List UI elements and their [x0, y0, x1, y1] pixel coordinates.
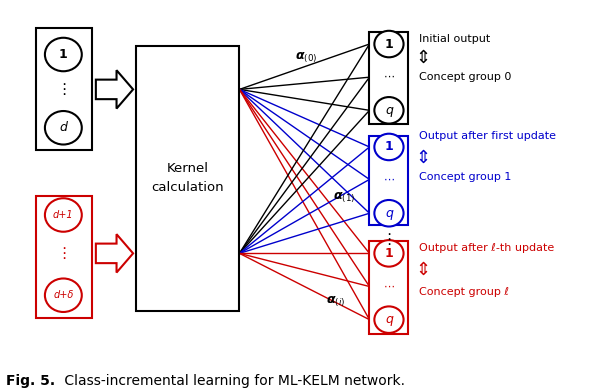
- Text: ⋮: ⋮: [55, 82, 71, 97]
- Text: ⇕: ⇕: [415, 261, 430, 279]
- Text: 1: 1: [385, 247, 393, 260]
- Ellipse shape: [374, 134, 403, 160]
- Text: q: q: [385, 104, 393, 117]
- FancyBboxPatch shape: [370, 32, 408, 124]
- Text: Concept group ℓ: Concept group ℓ: [418, 287, 508, 297]
- Text: 1: 1: [385, 140, 393, 153]
- Ellipse shape: [374, 307, 403, 333]
- Text: ⋯: ⋯: [384, 72, 394, 82]
- Text: $\boldsymbol{\alpha}_{(i)}$: $\boldsymbol{\alpha}_{(i)}$: [326, 295, 346, 309]
- Text: ⋮: ⋮: [381, 232, 397, 247]
- Ellipse shape: [374, 200, 403, 227]
- Text: ⇕: ⇕: [415, 149, 430, 167]
- Text: ⇕: ⇕: [415, 49, 430, 67]
- Ellipse shape: [45, 38, 82, 71]
- Text: q: q: [385, 313, 393, 326]
- Text: Concept group 1: Concept group 1: [418, 172, 511, 181]
- Text: ⋮: ⋮: [55, 246, 71, 261]
- Ellipse shape: [45, 111, 82, 145]
- Text: Initial output: Initial output: [418, 34, 490, 44]
- FancyBboxPatch shape: [370, 136, 408, 225]
- Ellipse shape: [374, 240, 403, 267]
- Polygon shape: [96, 70, 133, 109]
- Ellipse shape: [45, 278, 82, 312]
- Text: ⋯: ⋯: [384, 174, 394, 184]
- Text: $\boldsymbol{\alpha}_{(1)}$: $\boldsymbol{\alpha}_{(1)}$: [333, 191, 356, 205]
- Text: $\boldsymbol{\alpha}_{(0)}$: $\boldsymbol{\alpha}_{(0)}$: [295, 51, 317, 65]
- Text: d+δ: d+δ: [53, 290, 74, 300]
- Text: Fig. 5.: Fig. 5.: [6, 374, 55, 388]
- FancyBboxPatch shape: [136, 46, 239, 311]
- FancyBboxPatch shape: [36, 28, 92, 151]
- Ellipse shape: [374, 97, 403, 123]
- Polygon shape: [96, 234, 133, 272]
- FancyBboxPatch shape: [370, 241, 408, 334]
- Text: Output after ℓ-th update: Output after ℓ-th update: [418, 243, 554, 253]
- Text: d: d: [60, 121, 68, 134]
- Ellipse shape: [45, 198, 82, 232]
- Text: Kernel
calculation: Kernel calculation: [151, 162, 224, 194]
- Text: Concept group 0: Concept group 0: [418, 72, 511, 82]
- Text: q: q: [385, 207, 393, 220]
- FancyBboxPatch shape: [36, 196, 92, 318]
- Text: d+1: d+1: [53, 210, 74, 220]
- Ellipse shape: [374, 31, 403, 57]
- Text: Output after first update: Output after first update: [418, 131, 555, 142]
- Text: ⋯: ⋯: [384, 281, 394, 292]
- Text: Class-incremental learning for ML-KELM network.: Class-incremental learning for ML-KELM n…: [60, 374, 405, 388]
- Text: 1: 1: [59, 48, 68, 61]
- Text: 1: 1: [385, 38, 393, 51]
